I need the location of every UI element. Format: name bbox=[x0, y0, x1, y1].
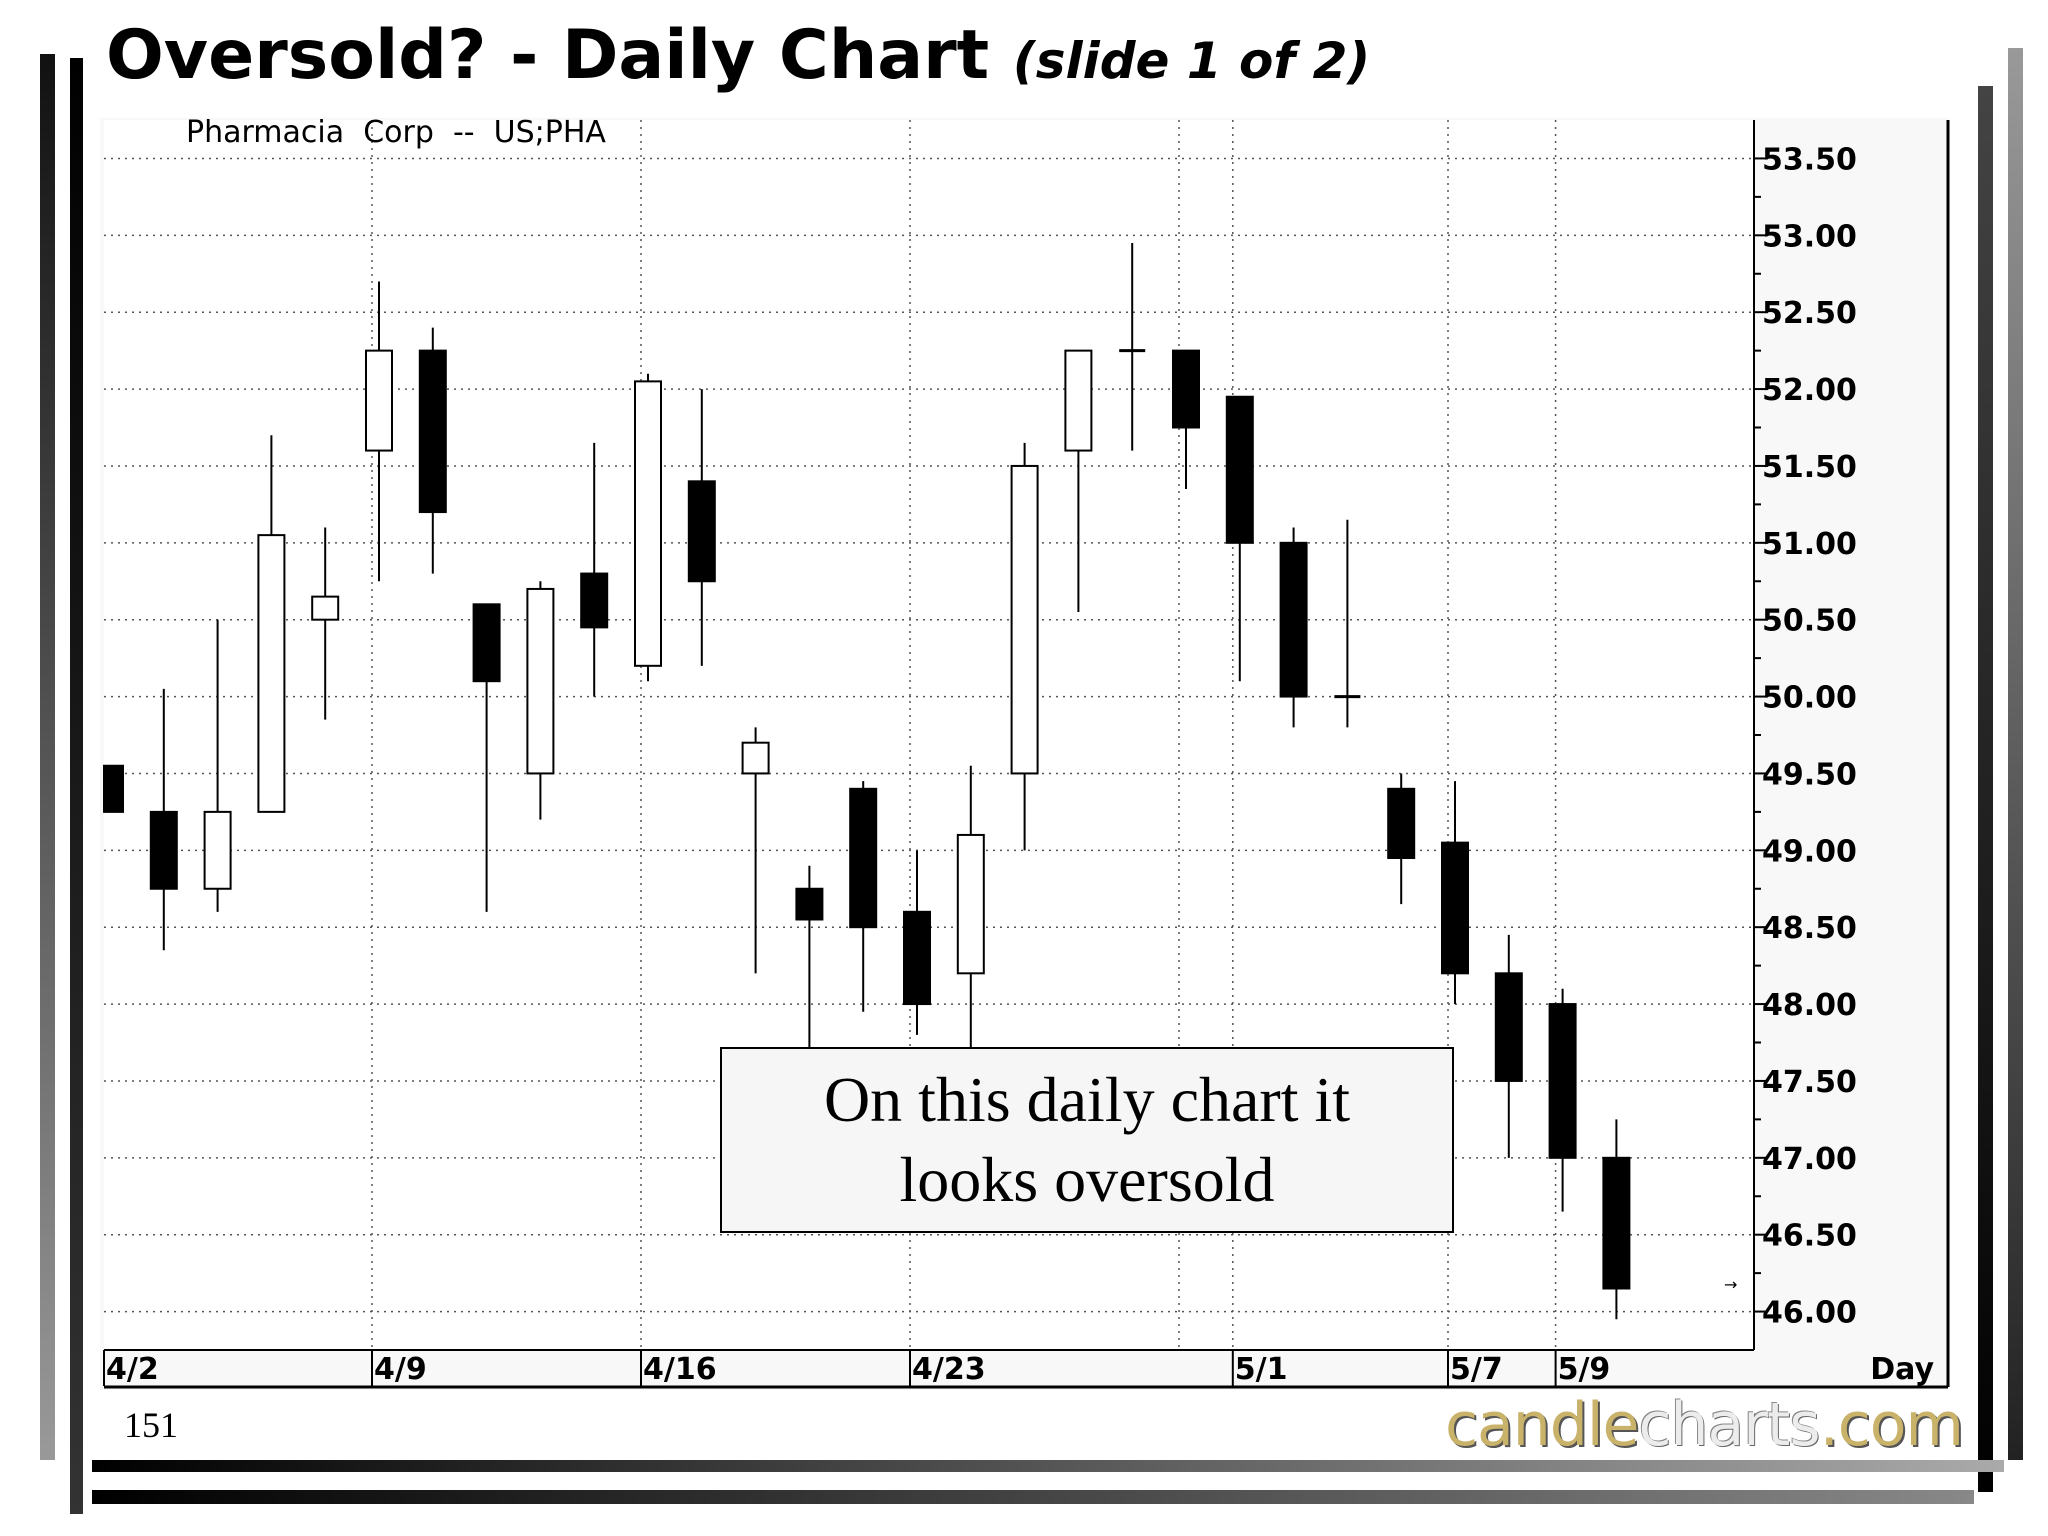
candle-body-down bbox=[1387, 787, 1416, 859]
candle-body-down bbox=[472, 603, 501, 683]
x-tick-label: 4/2 bbox=[106, 1352, 159, 1387]
candle-body-up bbox=[634, 380, 662, 667]
y-tick-label: 47.50 bbox=[1762, 1065, 1857, 1100]
slide-title: Oversold? - Daily Chart (slide 1 of 2) bbox=[106, 10, 1370, 107]
annotation-line-1: On this daily chart it bbox=[823, 1064, 1351, 1135]
y-tick-label: 48.50 bbox=[1762, 911, 1857, 946]
y-tick-label: 53.00 bbox=[1762, 219, 1857, 254]
candle-body-up bbox=[1064, 349, 1093, 452]
candle-body-down bbox=[149, 810, 178, 890]
y-tick-label: 51.00 bbox=[1762, 527, 1857, 562]
frame-bar-right-outer bbox=[2008, 48, 2023, 1460]
frame-bar-right-inner bbox=[1978, 86, 1993, 1492]
brand-logo-part-3: .com bbox=[1819, 1390, 1964, 1460]
y-tick-label: 47.00 bbox=[1762, 1142, 1857, 1177]
y-tick-label: 52.50 bbox=[1762, 296, 1857, 331]
last-price-marker: → bbox=[1724, 1275, 1737, 1294]
axes bbox=[104, 120, 1950, 1389]
x-tick-label: 4/23 bbox=[912, 1352, 986, 1387]
frame-bar-bottom-top bbox=[92, 1460, 2004, 1472]
axis-ticks bbox=[103, 157, 1768, 1386]
brand-logo-part-2: charts bbox=[1638, 1390, 1820, 1460]
x-axis-label: Day bbox=[1870, 1352, 1934, 1387]
candle-body-down bbox=[1225, 395, 1254, 544]
candle-body-up bbox=[526, 587, 555, 775]
candle-body-down bbox=[795, 887, 824, 921]
frame-bar-bottom-low bbox=[92, 1490, 1974, 1504]
candle-body-up bbox=[1010, 464, 1039, 775]
axis-labels: 53.50 53.00 52.50 52.00 51.50 51.00 50.50 50.00… bbox=[106, 142, 1857, 1387]
frame-bar-left-inner bbox=[70, 58, 83, 1514]
candle-body-down bbox=[1279, 541, 1308, 698]
candle-body-down bbox=[580, 572, 609, 629]
candles bbox=[103, 243, 1631, 1320]
y-tick-label: 50.00 bbox=[1762, 681, 1857, 716]
brand-logo: candlecharts.com bbox=[1445, 1390, 1964, 1460]
x-tick-label: 4/9 bbox=[374, 1352, 427, 1387]
y-tick-label: 52.00 bbox=[1762, 373, 1857, 408]
candle-body-up bbox=[956, 833, 985, 975]
y-tick-label: 51.50 bbox=[1762, 450, 1857, 485]
candle-body-up bbox=[365, 349, 393, 452]
candle-body-down bbox=[1172, 349, 1200, 429]
annotation-line-2: looks oversold bbox=[899, 1144, 1275, 1215]
annotation-box: On this daily chart it looks oversold bbox=[720, 1047, 1454, 1233]
candle-body-up bbox=[203, 810, 232, 890]
y-tick-label: 49.00 bbox=[1762, 834, 1857, 869]
y-tick-label: 48.00 bbox=[1762, 988, 1857, 1023]
chart-title: Pharmacia Corp -- US;PHA bbox=[186, 115, 606, 150]
slide-title-main: Oversold? - Daily Chart bbox=[106, 16, 990, 95]
candle-body-down bbox=[1494, 972, 1523, 1082]
candle-body-down bbox=[1441, 841, 1469, 975]
candle-body-up bbox=[741, 741, 770, 775]
y-tick-label: 46.50 bbox=[1762, 1219, 1857, 1254]
y-tick-label: 46.00 bbox=[1762, 1296, 1857, 1331]
candle-body-down bbox=[418, 349, 447, 514]
candle-body-down bbox=[103, 764, 124, 813]
candle-body-down bbox=[903, 910, 931, 1006]
candle-body-up bbox=[311, 595, 340, 621]
candle-body-down bbox=[687, 480, 716, 583]
x-tick-label: 5/9 bbox=[1558, 1352, 1611, 1387]
slide-title-sub: (slide 1 of 2) bbox=[1012, 32, 1371, 90]
candle-body-up bbox=[257, 534, 286, 813]
slide-number: 151 bbox=[124, 1405, 178, 1445]
brand-logo-part-1: candle bbox=[1445, 1390, 1639, 1460]
x-tick-label: 4/16 bbox=[643, 1352, 717, 1387]
y-tick-label: 53.50 bbox=[1762, 142, 1857, 177]
x-tick-label: 5/7 bbox=[1450, 1352, 1503, 1387]
candle-body-down bbox=[849, 787, 878, 929]
candle-body-down bbox=[1548, 1003, 1577, 1159]
x-tick-label: 5/1 bbox=[1235, 1352, 1288, 1387]
y-tick-label: 50.50 bbox=[1762, 604, 1857, 639]
frame-bar-left-outer bbox=[40, 54, 55, 1460]
candle-body-down bbox=[1602, 1156, 1631, 1290]
y-tick-label: 49.50 bbox=[1762, 757, 1857, 792]
